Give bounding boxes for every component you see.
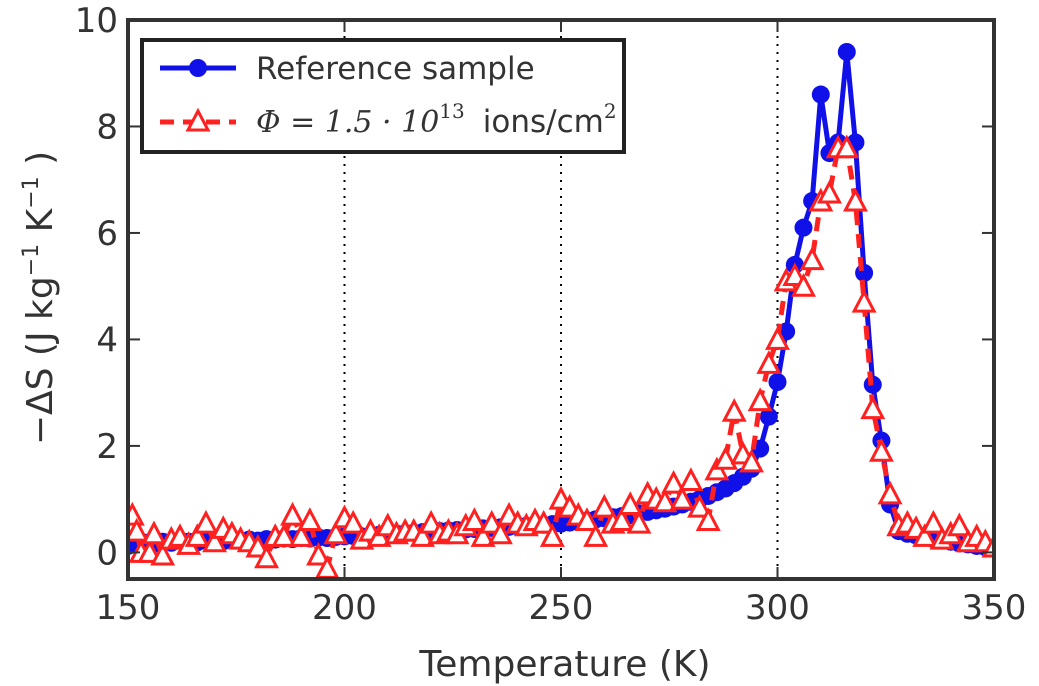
- data-point: [782, 262, 808, 287]
- data-point: [759, 407, 778, 426]
- axis-ticks: 150 200 250 300 350 0 2 4 6 8 10: [75, 1, 1027, 628]
- y-tick-label: 6: [96, 214, 118, 254]
- data-point: [799, 246, 825, 271]
- data-point: [409, 523, 435, 547]
- data-point: [202, 528, 228, 553]
- data-point: [539, 523, 565, 547]
- x-tick-label: 350: [962, 588, 1027, 628]
- data-point: [851, 288, 877, 313]
- data-point: [652, 488, 678, 513]
- data-point: [855, 263, 874, 282]
- y-tick-label: 2: [96, 427, 118, 467]
- data-point: [687, 493, 713, 518]
- data-point: [280, 501, 306, 526]
- legend-label-reference: Reference sample: [256, 51, 535, 87]
- data-point: [137, 539, 163, 563]
- y-axis-label-mid: K: [20, 207, 61, 243]
- data-point: [756, 350, 782, 374]
- legend-marker-irradiated: [185, 107, 211, 132]
- data-point: [912, 523, 938, 547]
- data-point: [128, 501, 145, 526]
- x-tick-label: 300: [745, 588, 810, 628]
- y-axis-label-exp1: −1: [19, 244, 44, 276]
- data-point: [626, 509, 652, 534]
- data-point: [297, 507, 323, 531]
- data-point: [487, 520, 513, 545]
- legend-label-fluence-exp: 13: [439, 99, 464, 123]
- data-point: [721, 398, 747, 422]
- data-point: [609, 507, 635, 531]
- legend-marker-reference: [189, 59, 207, 77]
- data-point: [946, 512, 972, 537]
- data-point: [981, 533, 994, 558]
- y-tick-label: 8: [96, 107, 118, 147]
- data-point: [617, 491, 643, 515]
- grid-lines: [343, 20, 779, 579]
- y-axis-label-end: ): [20, 151, 61, 177]
- data-point: [184, 523, 210, 547]
- y-axis-label: −ΔS (J kg−1 K−1 ): [19, 151, 61, 445]
- data-point: [306, 541, 332, 566]
- data-point: [150, 541, 176, 566]
- data-point: [418, 509, 444, 534]
- data-point: [583, 523, 609, 547]
- data-point: [574, 507, 600, 531]
- data-point: [661, 469, 687, 494]
- data-point: [141, 520, 167, 545]
- data-point: [254, 544, 280, 569]
- data-point: [739, 448, 765, 473]
- data-point: [877, 480, 903, 505]
- data-point: [713, 445, 739, 470]
- data-point: [591, 493, 617, 518]
- x-tick-label: 150: [96, 588, 161, 628]
- data-point: [837, 42, 856, 61]
- data-point: [816, 179, 842, 204]
- x-axis-label: Temperature (K): [418, 644, 710, 685]
- y-tick-label: 10: [75, 1, 118, 41]
- x-tick-label: 200: [312, 588, 377, 628]
- series-layer: [128, 42, 994, 579]
- legend-label-units: ions/cm: [483, 104, 604, 140]
- data-point: [470, 523, 496, 547]
- y-tick-label: 4: [96, 320, 118, 360]
- data-point: [747, 387, 773, 412]
- data-point: [834, 134, 860, 159]
- data-point: [669, 485, 695, 510]
- data-point: [790, 272, 816, 297]
- series-irradiated-sample: [128, 134, 994, 579]
- x-tick-label: 250: [529, 588, 594, 628]
- data-point: [860, 395, 886, 420]
- y-axis-label-exp2: −1: [19, 176, 44, 208]
- data-point: [245, 533, 271, 558]
- data-point: [323, 520, 349, 545]
- y-tick-label: 0: [96, 533, 118, 573]
- data-point: [128, 517, 150, 542]
- legend-label-units-exp: 2: [604, 99, 617, 123]
- data-point: [695, 507, 721, 531]
- data-point: [271, 523, 297, 547]
- legend-label-fluence: Φ = 1.5 · 10: [256, 105, 439, 140]
- y-axis-label-main: −ΔS (J kg: [20, 276, 61, 445]
- data-point: [765, 326, 790, 350]
- data-point: [868, 438, 894, 462]
- data-point: [193, 509, 219, 534]
- legend-box: [140, 38, 626, 154]
- data-point: [768, 373, 787, 392]
- data-point: [811, 85, 830, 104]
- data-point: [678, 467, 704, 492]
- data-point: [288, 523, 314, 547]
- data-point: [531, 509, 557, 534]
- data-point: [461, 507, 487, 531]
- legend-label-irradiated: Φ = 1.5 · 1013 ions/cm2: [256, 99, 617, 140]
- data-point: [479, 509, 505, 534]
- data-point: [794, 218, 813, 237]
- data-point: [340, 509, 366, 534]
- data-point: [842, 187, 868, 212]
- legend: Reference sample Φ = 1.5 · 1013 ions/cm2: [140, 38, 626, 154]
- data-point: [920, 509, 946, 534]
